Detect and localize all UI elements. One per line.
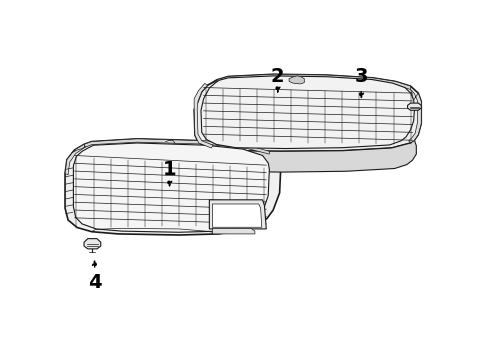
Polygon shape — [209, 200, 267, 229]
Polygon shape — [212, 204, 262, 227]
Polygon shape — [194, 74, 421, 151]
Polygon shape — [197, 140, 416, 172]
Polygon shape — [65, 139, 281, 235]
Polygon shape — [217, 74, 411, 90]
Text: 4: 4 — [88, 261, 101, 292]
Polygon shape — [74, 143, 270, 232]
Polygon shape — [212, 228, 255, 234]
Text: 2: 2 — [271, 67, 285, 92]
Text: 3: 3 — [354, 67, 368, 98]
Polygon shape — [201, 76, 415, 149]
Polygon shape — [84, 239, 101, 249]
Text: 1: 1 — [163, 160, 176, 186]
Polygon shape — [289, 76, 304, 84]
Polygon shape — [65, 144, 85, 175]
Polygon shape — [408, 103, 421, 110]
Polygon shape — [84, 139, 270, 154]
Polygon shape — [409, 90, 421, 143]
Polygon shape — [194, 84, 213, 148]
